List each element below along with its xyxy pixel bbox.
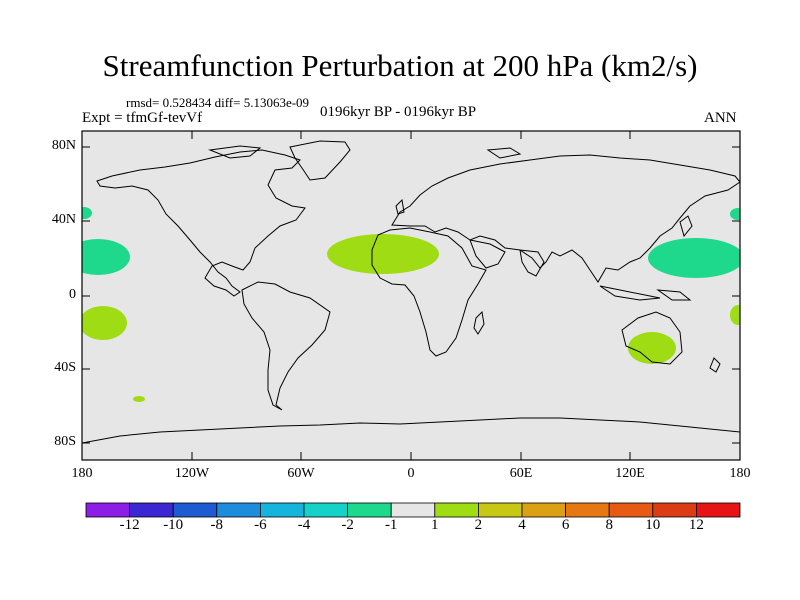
colorbar-label: -12 xyxy=(119,517,140,533)
chart-title: Streamfunction Perturbation at 200 hPa (… xyxy=(102,48,698,83)
colorbar-swatch xyxy=(347,502,392,518)
colorbar-swatch xyxy=(608,502,654,518)
colorbar xyxy=(85,502,741,518)
anomaly-north-pacific-east xyxy=(82,239,130,275)
colorbar-swatch xyxy=(521,502,566,518)
anomaly-west-pacific-north xyxy=(730,208,740,220)
lon-label-180e: 180 xyxy=(729,466,751,481)
colorbar-swatch xyxy=(390,502,436,518)
colorbar-swatch xyxy=(216,502,261,518)
lon-label-0: 0 xyxy=(407,466,415,481)
colorbar-swatch xyxy=(652,502,697,518)
colorbar-label: 2 xyxy=(474,517,483,533)
lon-label-60w: 60W xyxy=(287,466,315,481)
colorbar-label: -1 xyxy=(384,517,398,533)
lat-label-80n: 80N xyxy=(51,138,76,153)
lon-label-120w: 120W xyxy=(174,466,210,481)
anomaly-north-atlantic-africa xyxy=(327,234,439,274)
colorbar-label: -2 xyxy=(341,517,354,533)
season-label: ANN xyxy=(704,110,737,126)
anomaly-south-pacific-east xyxy=(82,306,127,340)
lat-label-40s: 40S xyxy=(54,360,76,375)
map-background xyxy=(82,131,740,460)
anomaly-australia xyxy=(628,332,676,364)
anomaly-north-pacific-east-small xyxy=(82,207,92,219)
anomaly-regions xyxy=(82,207,740,402)
lat-label-0: 0 xyxy=(69,287,76,302)
colorbar-swatch xyxy=(565,502,610,518)
anomaly-southern-ocean-spot xyxy=(133,396,145,402)
lat-label-80s: 80S xyxy=(54,434,76,449)
colorbar-label: -4 xyxy=(297,517,311,533)
lon-label-120e: 120E xyxy=(615,466,645,481)
colorbar-swatch xyxy=(696,502,741,518)
colorbar-label: 1 xyxy=(431,517,439,533)
colorbar-swatch xyxy=(259,502,305,518)
coastlines xyxy=(82,140,740,444)
anomaly-west-pacific xyxy=(648,238,740,278)
colorbar-swatch xyxy=(434,502,479,518)
colorbar-label: -8 xyxy=(210,517,224,533)
colorbar-label: 10 xyxy=(645,517,661,533)
colorbar-swatch xyxy=(303,502,348,518)
experiment-label: Expt = tfmGf-tevVf xyxy=(82,110,203,126)
lat-label-40n: 40N xyxy=(51,212,76,227)
stats-label: rmsd= 0.528434 diff= 5.13063e-09 xyxy=(126,95,310,110)
lon-label-180w: 180 xyxy=(71,466,93,481)
colorbar-label: 6 xyxy=(561,517,570,533)
colorbar-label: 4 xyxy=(518,517,526,533)
axis-ticks xyxy=(82,131,740,460)
lon-label-60e: 60E xyxy=(509,466,533,481)
colorbar-swatch xyxy=(477,502,523,518)
colorbar-label: 8 xyxy=(605,517,613,533)
colorbar-label: -10 xyxy=(163,517,184,533)
anomaly-south-pacific-edge xyxy=(730,305,740,325)
period-label: 0196kyr BP - 0196kyr BP xyxy=(320,104,477,120)
colorbar-swatch xyxy=(172,502,218,518)
colorbar-label: -6 xyxy=(254,517,267,533)
colorbar-swatch xyxy=(85,502,130,518)
colorbar-swatch xyxy=(129,502,174,518)
colorbar-label: 12 xyxy=(688,517,704,533)
